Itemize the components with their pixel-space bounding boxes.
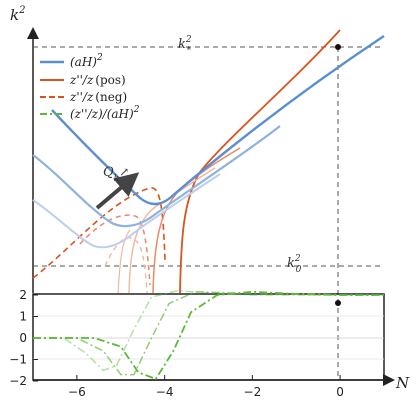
legend-label-neg: z''/z (neg) (69, 90, 127, 104)
aH-curve-3 (32, 173, 221, 249)
y-tick-label: 2 (19, 288, 27, 302)
x-axis-label: N (395, 374, 410, 392)
top-ylabel-sup: 2 (18, 5, 25, 16)
x-tick-label: −6 (68, 385, 86, 399)
y-tick-label: −2 (9, 374, 27, 388)
top-ylabel-base: k (10, 6, 19, 24)
legend: (aH)2 z''/z (pos) z''/z (neg) (z''/z)/(aH)… (40, 53, 140, 121)
qk-arrow (95, 172, 140, 210)
top-marker-dot (335, 44, 341, 50)
ratio-curves (33, 289, 384, 380)
zz-pos-curve-2 (152, 147, 241, 294)
legend-label-aH: (aH)2 (70, 53, 103, 69)
legend-label-ratio: (z''/z)/(aH)2 (70, 105, 140, 121)
zz-neg-curve-2 (79, 214, 151, 286)
zz-pos-curve-1 (179, 29, 341, 294)
ref-label-kstar: k2 * (178, 35, 192, 56)
ratio-curve-2 (33, 291, 384, 376)
x-tick-label: 0 (336, 385, 344, 399)
top-curves (32, 29, 385, 294)
x-tick-label: −4 (156, 385, 174, 399)
qk-annotation: Qk↗ (103, 165, 129, 184)
x-tick-label: −2 (244, 385, 262, 399)
y-tick-label: −1 (9, 353, 27, 367)
aH-curve-2 (32, 125, 281, 228)
aH-curve-1 (51, 35, 385, 206)
y-tick-label: 0 (19, 331, 27, 345)
zz-neg-curve-1 (32, 187, 166, 279)
y-tick-label: 1 (19, 310, 27, 324)
bottom-panel-frame (32, 293, 385, 381)
top-ylabel: k2 (10, 5, 25, 24)
zz-pos-curve-4 (117, 229, 131, 294)
zz-pos-curve-3 (128, 167, 216, 294)
bottom-marker-dot (335, 300, 341, 306)
ref-label-k0: k2 0 (287, 254, 302, 275)
ratio-curve-1 (33, 290, 384, 380)
bottom-ticks: −6 −4 −2 0 2 1 0 −1 −2 (9, 288, 344, 399)
legend-label-pos: z''/z (pos) (69, 73, 126, 87)
ratio-curve-3 (33, 289, 384, 372)
